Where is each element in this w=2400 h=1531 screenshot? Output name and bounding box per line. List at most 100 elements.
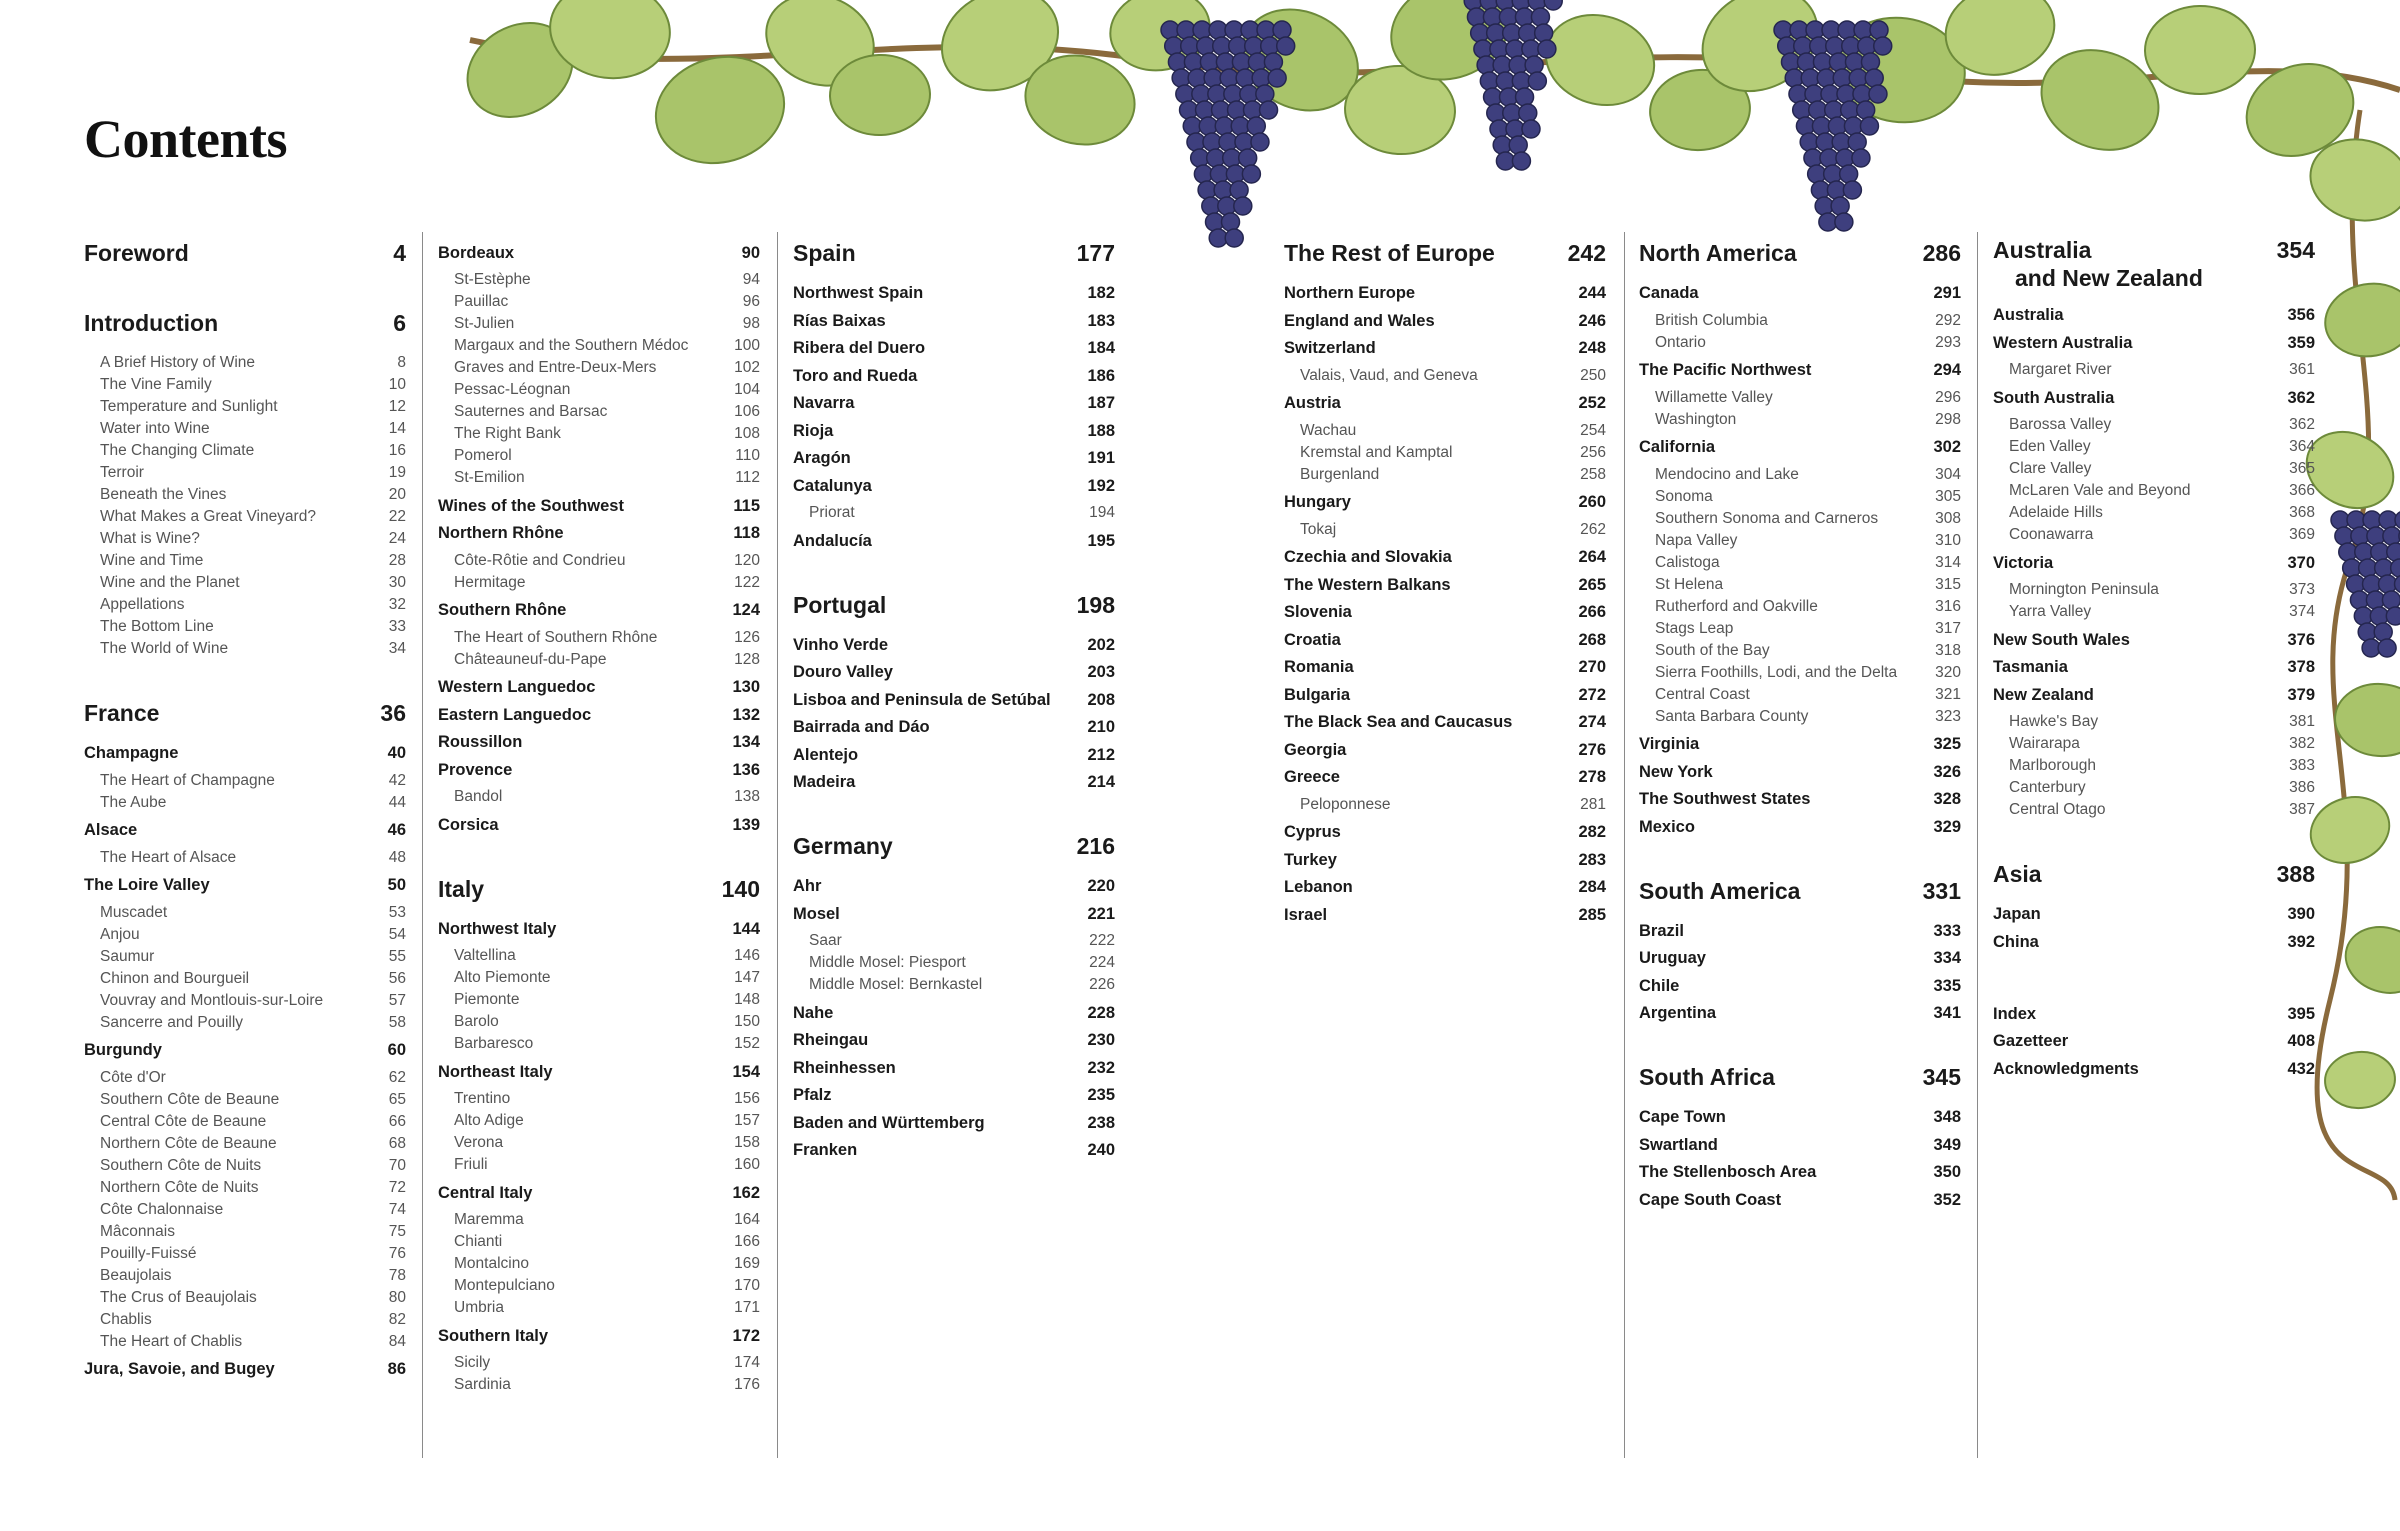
toc-subentry[interactable]: Canterbury 386 — [1993, 777, 2315, 799]
toc-subentry[interactable]: St-Julien 98 — [438, 313, 760, 335]
toc-subentry[interactable]: Central Coast 321 — [1639, 684, 1961, 706]
toc-subentry[interactable]: Southern Côte de Nuits 70 — [84, 1155, 406, 1177]
toc-entry[interactable]: Bordeaux 90 — [438, 242, 760, 264]
toc-entry[interactable]: Turkey 283 — [1284, 849, 1606, 871]
toc-subentry[interactable]: Montalcino 169 — [438, 1253, 760, 1275]
toc-entry[interactable]: Victoria 370 — [1993, 552, 2315, 574]
toc-subentry[interactable]: What Makes a Great Vineyard? 22 — [84, 506, 406, 528]
toc-subentry[interactable]: Central Côte de Beaune 66 — [84, 1111, 406, 1133]
toc-entry[interactable]: The Stellenbosch Area 350 — [1639, 1161, 1961, 1183]
toc-entry[interactable]: The Black Sea and Caucasus 274 — [1284, 711, 1606, 733]
toc-subentry[interactable]: Sicily 174 — [438, 1352, 760, 1374]
toc-subentry[interactable]: Terroir 19 — [84, 462, 406, 484]
toc-entry[interactable]: Gazetteer 408 — [1993, 1030, 2315, 1052]
toc-subentry[interactable]: Saumur 55 — [84, 946, 406, 968]
toc-subentry[interactable]: Graves and Entre-Deux-Mers 102 — [438, 357, 760, 379]
toc-entry[interactable]: Northwest Italy 144 — [438, 918, 760, 940]
toc-entry[interactable]: Central Italy 162 — [438, 1182, 760, 1204]
toc-entry[interactable]: Georgia 276 — [1284, 739, 1606, 761]
toc-subentry[interactable]: Barbaresco 152 — [438, 1033, 760, 1055]
toc-entry[interactable]: Uruguay 334 — [1639, 947, 1961, 969]
toc-entry[interactable]: Rheingau 230 — [793, 1029, 1115, 1051]
toc-entry[interactable]: Southern Rhône 124 — [438, 599, 760, 621]
toc-subentry[interactable]: The Changing Climate 16 — [84, 440, 406, 462]
toc-entry[interactable]: Bulgaria 272 — [1284, 684, 1606, 706]
toc-section[interactable]: Portugal 198 — [793, 588, 1115, 622]
toc-entry[interactable]: Western Australia 359 — [1993, 332, 2315, 354]
toc-subentry[interactable]: Vouvray and Montlouis-sur-Loire 57 — [84, 990, 406, 1012]
toc-subentry[interactable]: Coonawarra 369 — [1993, 524, 2315, 546]
toc-entry[interactable]: New South Wales 376 — [1993, 629, 2315, 651]
toc-entry[interactable]: Eastern Languedoc 132 — [438, 704, 760, 726]
toc-section[interactable]: South America 331 — [1639, 874, 1961, 908]
toc-section[interactable]: Spain 177 — [793, 236, 1115, 270]
toc-entry[interactable]: Aragón 191 — [793, 447, 1115, 469]
toc-subentry[interactable]: Pouilly-Fuissé 76 — [84, 1243, 406, 1265]
toc-subentry[interactable]: Marlborough 383 — [1993, 755, 2315, 777]
toc-subentry[interactable]: British Columbia 292 — [1639, 310, 1961, 332]
toc-subentry[interactable]: Sierra Foothills, Lodi, and the Delta 320 — [1639, 662, 1961, 684]
toc-subentry[interactable]: The Heart of Southern Rhône 126 — [438, 627, 760, 649]
toc-subentry[interactable]: Muscadet 53 — [84, 902, 406, 924]
toc-subentry[interactable]: Margaux and the Southern Médoc 100 — [438, 335, 760, 357]
toc-entry[interactable]: New York 326 — [1639, 761, 1961, 783]
toc-subentry[interactable]: Mendocino and Lake 304 — [1639, 464, 1961, 486]
toc-entry[interactable]: Pfalz 235 — [793, 1084, 1115, 1106]
toc-entry[interactable]: Champagne 40 — [84, 742, 406, 764]
toc-subentry[interactable]: Valtellina 146 — [438, 945, 760, 967]
toc-subentry[interactable]: Chianti 166 — [438, 1231, 760, 1253]
toc-subentry[interactable]: Alto Piemonte 147 — [438, 967, 760, 989]
toc-entry[interactable]: The Western Balkans 265 — [1284, 574, 1606, 596]
toc-subentry[interactable]: Stags Leap 317 — [1639, 618, 1961, 640]
toc-entry[interactable]: Rías Baixas 183 — [793, 310, 1115, 332]
toc-subentry[interactable]: St-Estèphe 94 — [438, 269, 760, 291]
toc-subentry[interactable]: Mâconnais 75 — [84, 1221, 406, 1243]
toc-subentry[interactable]: Hermitage 122 — [438, 572, 760, 594]
toc-entry[interactable]: Franken 240 — [793, 1139, 1115, 1161]
toc-subentry[interactable]: Châteauneuf-du-Pape 128 — [438, 649, 760, 671]
toc-subentry[interactable]: Barolo 150 — [438, 1011, 760, 1033]
toc-subentry[interactable]: Pauillac 96 — [438, 291, 760, 313]
toc-entry[interactable]: Austria 252 — [1284, 392, 1606, 414]
toc-entry[interactable]: Croatia 268 — [1284, 629, 1606, 651]
toc-entry[interactable]: Israel 285 — [1284, 904, 1606, 926]
toc-entry[interactable]: Hungary 260 — [1284, 491, 1606, 513]
toc-subentry[interactable]: Tokaj 262 — [1284, 519, 1606, 541]
toc-entry[interactable]: Acknowledgments 432 — [1993, 1058, 2315, 1080]
toc-entry[interactable]: Argentina 341 — [1639, 1002, 1961, 1024]
toc-subentry[interactable]: Chablis 82 — [84, 1309, 406, 1331]
toc-subentry[interactable]: Burgenland 258 — [1284, 464, 1606, 486]
toc-subentry[interactable]: Wachau 254 — [1284, 420, 1606, 442]
toc-subentry[interactable]: Wine and Time 28 — [84, 550, 406, 572]
toc-subentry[interactable]: Willamette Valley 296 — [1639, 387, 1961, 409]
toc-subentry[interactable]: Umbria 171 — [438, 1297, 760, 1319]
toc-subentry[interactable]: Alto Adige 157 — [438, 1110, 760, 1132]
toc-entry[interactable]: Chile 335 — [1639, 975, 1961, 997]
toc-entry[interactable]: Ribera del Duero 184 — [793, 337, 1115, 359]
toc-entry[interactable]: Cape Town 348 — [1639, 1106, 1961, 1128]
toc-subentry[interactable]: Northern Côte de Beaune 68 — [84, 1133, 406, 1155]
toc-subentry[interactable]: Côte-Rôtie and Condrieu 120 — [438, 550, 760, 572]
toc-subentry[interactable]: Adelaide Hills 368 — [1993, 502, 2315, 524]
toc-subentry[interactable]: Montepulciano 170 — [438, 1275, 760, 1297]
toc-entry[interactable]: Switzerland 248 — [1284, 337, 1606, 359]
toc-entry[interactable]: Mosel 221 — [793, 903, 1115, 925]
toc-entry[interactable]: Australia 356 — [1993, 304, 2315, 326]
toc-subentry[interactable]: Napa Valley 310 — [1639, 530, 1961, 552]
toc-entry[interactable]: Alsace 46 — [84, 819, 406, 841]
toc-section[interactable]: South Africa 345 — [1639, 1060, 1961, 1094]
toc-subentry[interactable]: Calistoga 314 — [1639, 552, 1961, 574]
toc-subentry[interactable]: Piemonte 148 — [438, 989, 760, 1011]
toc-subentry[interactable]: Pomerol 110 — [438, 445, 760, 467]
toc-subentry[interactable]: Santa Barbara County 323 — [1639, 706, 1961, 728]
toc-section[interactable]: Germany 216 — [793, 829, 1115, 863]
toc-subentry[interactable]: Bandol 138 — [438, 786, 760, 808]
toc-entry[interactable]: Cyprus 282 — [1284, 821, 1606, 843]
toc-entry[interactable]: Northern Rhône 118 — [438, 522, 760, 544]
toc-subentry[interactable]: Central Otago 387 — [1993, 799, 2315, 821]
toc-entry[interactable]: Andalucía 195 — [793, 530, 1115, 552]
toc-subentry[interactable]: Saar 222 — [793, 930, 1115, 952]
toc-entry[interactable]: Vinho Verde 202 — [793, 634, 1115, 656]
toc-entry[interactable]: Slovenia 266 — [1284, 601, 1606, 623]
toc-entry[interactable]: Northwest Spain 182 — [793, 282, 1115, 304]
